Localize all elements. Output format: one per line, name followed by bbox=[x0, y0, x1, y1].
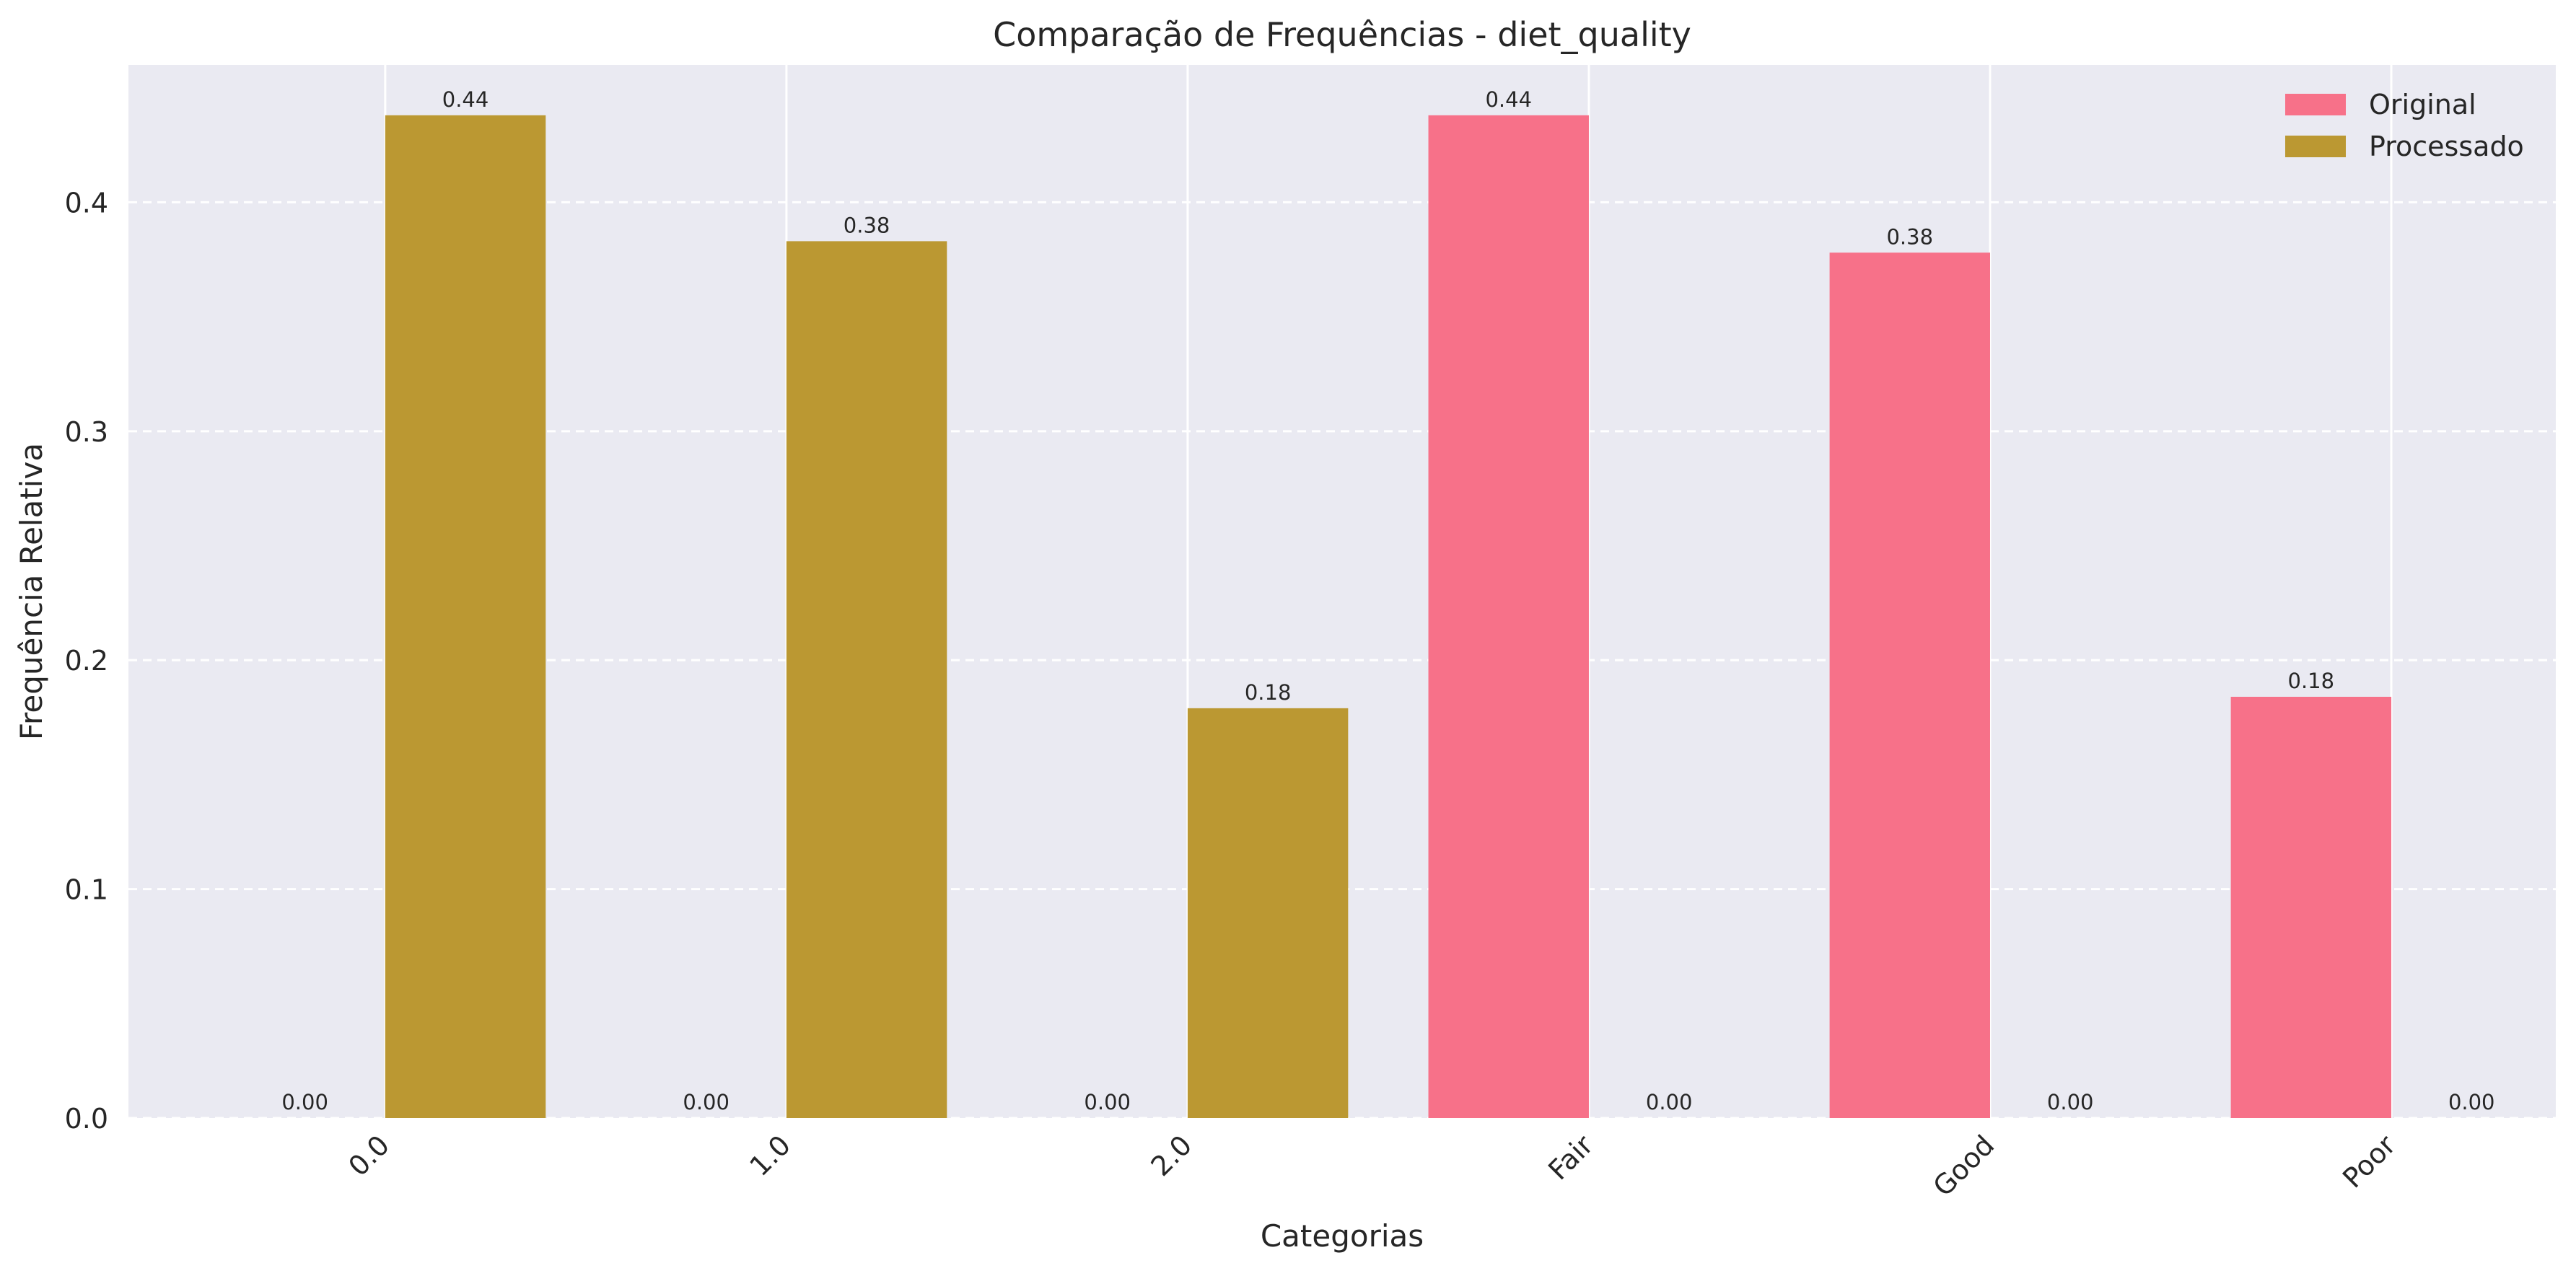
legend-swatch-processado bbox=[2285, 136, 2346, 157]
y-tick-label: 0.4 bbox=[65, 187, 108, 219]
y-tick-label: 0.3 bbox=[65, 416, 108, 448]
bar-processado-0 bbox=[385, 115, 546, 1119]
bar-processado-1 bbox=[786, 241, 947, 1118]
bars bbox=[385, 115, 2392, 1119]
data-label: 0.00 bbox=[2047, 1090, 2094, 1114]
data-label: 0.00 bbox=[2448, 1090, 2495, 1114]
y-axis-title: Frequência Relativa bbox=[14, 443, 49, 740]
x-tick-label: 0.0 bbox=[342, 1129, 395, 1182]
bar-original-4 bbox=[1829, 252, 1990, 1118]
data-label: 0.00 bbox=[281, 1090, 328, 1114]
data-label: 0.38 bbox=[1886, 224, 1933, 249]
legend-label-processado: Processado bbox=[2369, 131, 2524, 162]
bar-original-3 bbox=[1428, 115, 1589, 1119]
y-tick-label: 0.0 bbox=[65, 1103, 108, 1135]
chart-title: Comparação de Frequências - diet_quality bbox=[993, 15, 1691, 54]
bar-original-5 bbox=[2230, 697, 2392, 1118]
legend-label-original: Original bbox=[2369, 89, 2476, 120]
data-label: 0.38 bbox=[844, 213, 890, 237]
data-label: 0.44 bbox=[442, 87, 489, 112]
data-label: 0.44 bbox=[1485, 87, 1532, 112]
y-tick-label: 0.1 bbox=[65, 874, 108, 906]
data-label: 0.00 bbox=[683, 1090, 730, 1114]
x-tick-label: 1.0 bbox=[743, 1129, 797, 1182]
y-axis-ticks: 0.0 0.1 0.2 0.3 0.4 bbox=[65, 187, 108, 1135]
data-label: 0.00 bbox=[1646, 1090, 1693, 1114]
data-label: 0.00 bbox=[1084, 1090, 1131, 1114]
data-labels: 0.00 0.00 0.00 0.44 0.38 0.18 0.44 0.38 0.18 0.00… bbox=[281, 87, 2494, 1114]
legend: Original Processado bbox=[2285, 89, 2524, 162]
y-tick-label: 0.2 bbox=[65, 645, 108, 677]
x-tick-label: Fair bbox=[1542, 1129, 1599, 1186]
x-axis-ticks: 0.0 1.0 2.0 Fair Good Poor bbox=[342, 1129, 2401, 1202]
data-label: 0.18 bbox=[1245, 680, 1292, 705]
bar-processado-2 bbox=[1187, 708, 1349, 1118]
x-tick-label: 2.0 bbox=[1144, 1129, 1198, 1182]
x-axis-title: Categorias bbox=[1261, 1218, 1424, 1254]
legend-swatch-original bbox=[2285, 94, 2346, 115]
x-tick-label: Poor bbox=[2336, 1129, 2402, 1194]
data-label: 0.18 bbox=[2288, 669, 2335, 693]
x-tick-label: Good bbox=[1927, 1129, 2000, 1202]
